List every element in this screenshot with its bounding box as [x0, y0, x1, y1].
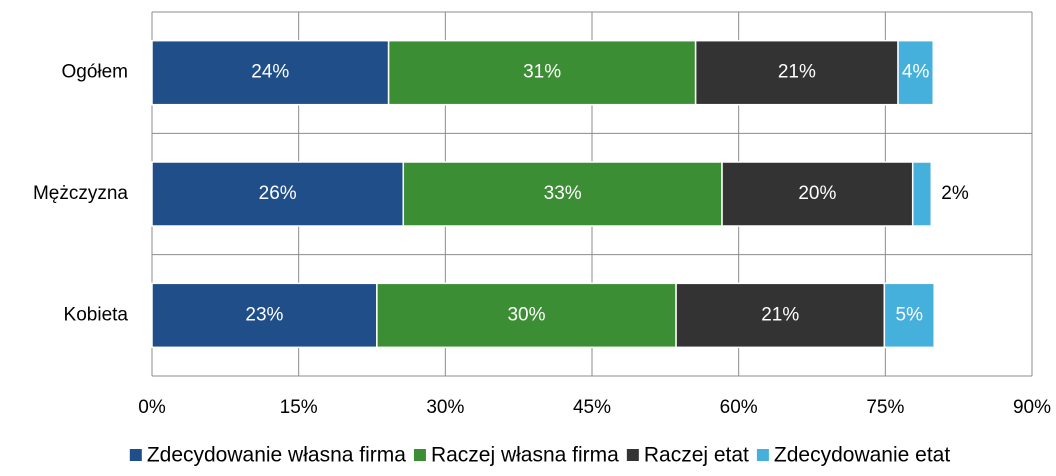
- data-label: 23%: [245, 304, 283, 325]
- x-tick-label: 15%: [280, 397, 318, 418]
- bar-segment: [897, 39, 934, 106]
- data-label: 24%: [251, 62, 289, 83]
- bar-segment: [675, 282, 886, 349]
- data-label: 21%: [761, 304, 799, 325]
- data-label: 30%: [507, 304, 545, 325]
- bar-segment: [911, 161, 933, 227]
- data-label: 4%: [902, 62, 930, 83]
- x-tick-label: 60%: [720, 397, 758, 418]
- data-label: 2%: [941, 183, 969, 204]
- legend-label: Raczej etat: [644, 444, 749, 467]
- x-tick-label: 0%: [138, 397, 166, 418]
- legend-swatch: [413, 449, 426, 461]
- bar-segment: [721, 161, 914, 227]
- bar-segment: [376, 282, 677, 349]
- x-tick-label: 45%: [573, 397, 611, 418]
- legend-label: Raczej własna firma: [431, 444, 619, 467]
- bar-segment: [883, 282, 935, 349]
- legend-swatch: [626, 449, 639, 461]
- x-tick-label: 75%: [866, 397, 904, 418]
- legend-swatch: [129, 449, 142, 461]
- y-tick-label: Ogółem: [61, 62, 128, 83]
- legend-label: Zdecydowanie etat: [774, 444, 950, 467]
- data-label: 33%: [544, 183, 582, 204]
- data-label: 31%: [523, 62, 561, 83]
- bar-segment: [402, 161, 723, 227]
- data-label: 21%: [778, 62, 816, 83]
- bar-segment: [387, 39, 697, 106]
- x-tick-label: 90%: [1013, 397, 1051, 418]
- x-tick-label: 30%: [426, 397, 464, 418]
- data-label: 5%: [896, 304, 924, 325]
- y-tick-label: Kobieta: [64, 304, 129, 325]
- data-label: 20%: [798, 183, 836, 204]
- data-label: 26%: [259, 183, 297, 204]
- legend-swatch: [756, 449, 769, 461]
- legend-label: Zdecydowanie własna firma: [147, 444, 406, 467]
- bar-segment: [151, 39, 390, 106]
- y-tick-label: Mężczyzna: [33, 183, 128, 204]
- bar-segment: [151, 161, 405, 227]
